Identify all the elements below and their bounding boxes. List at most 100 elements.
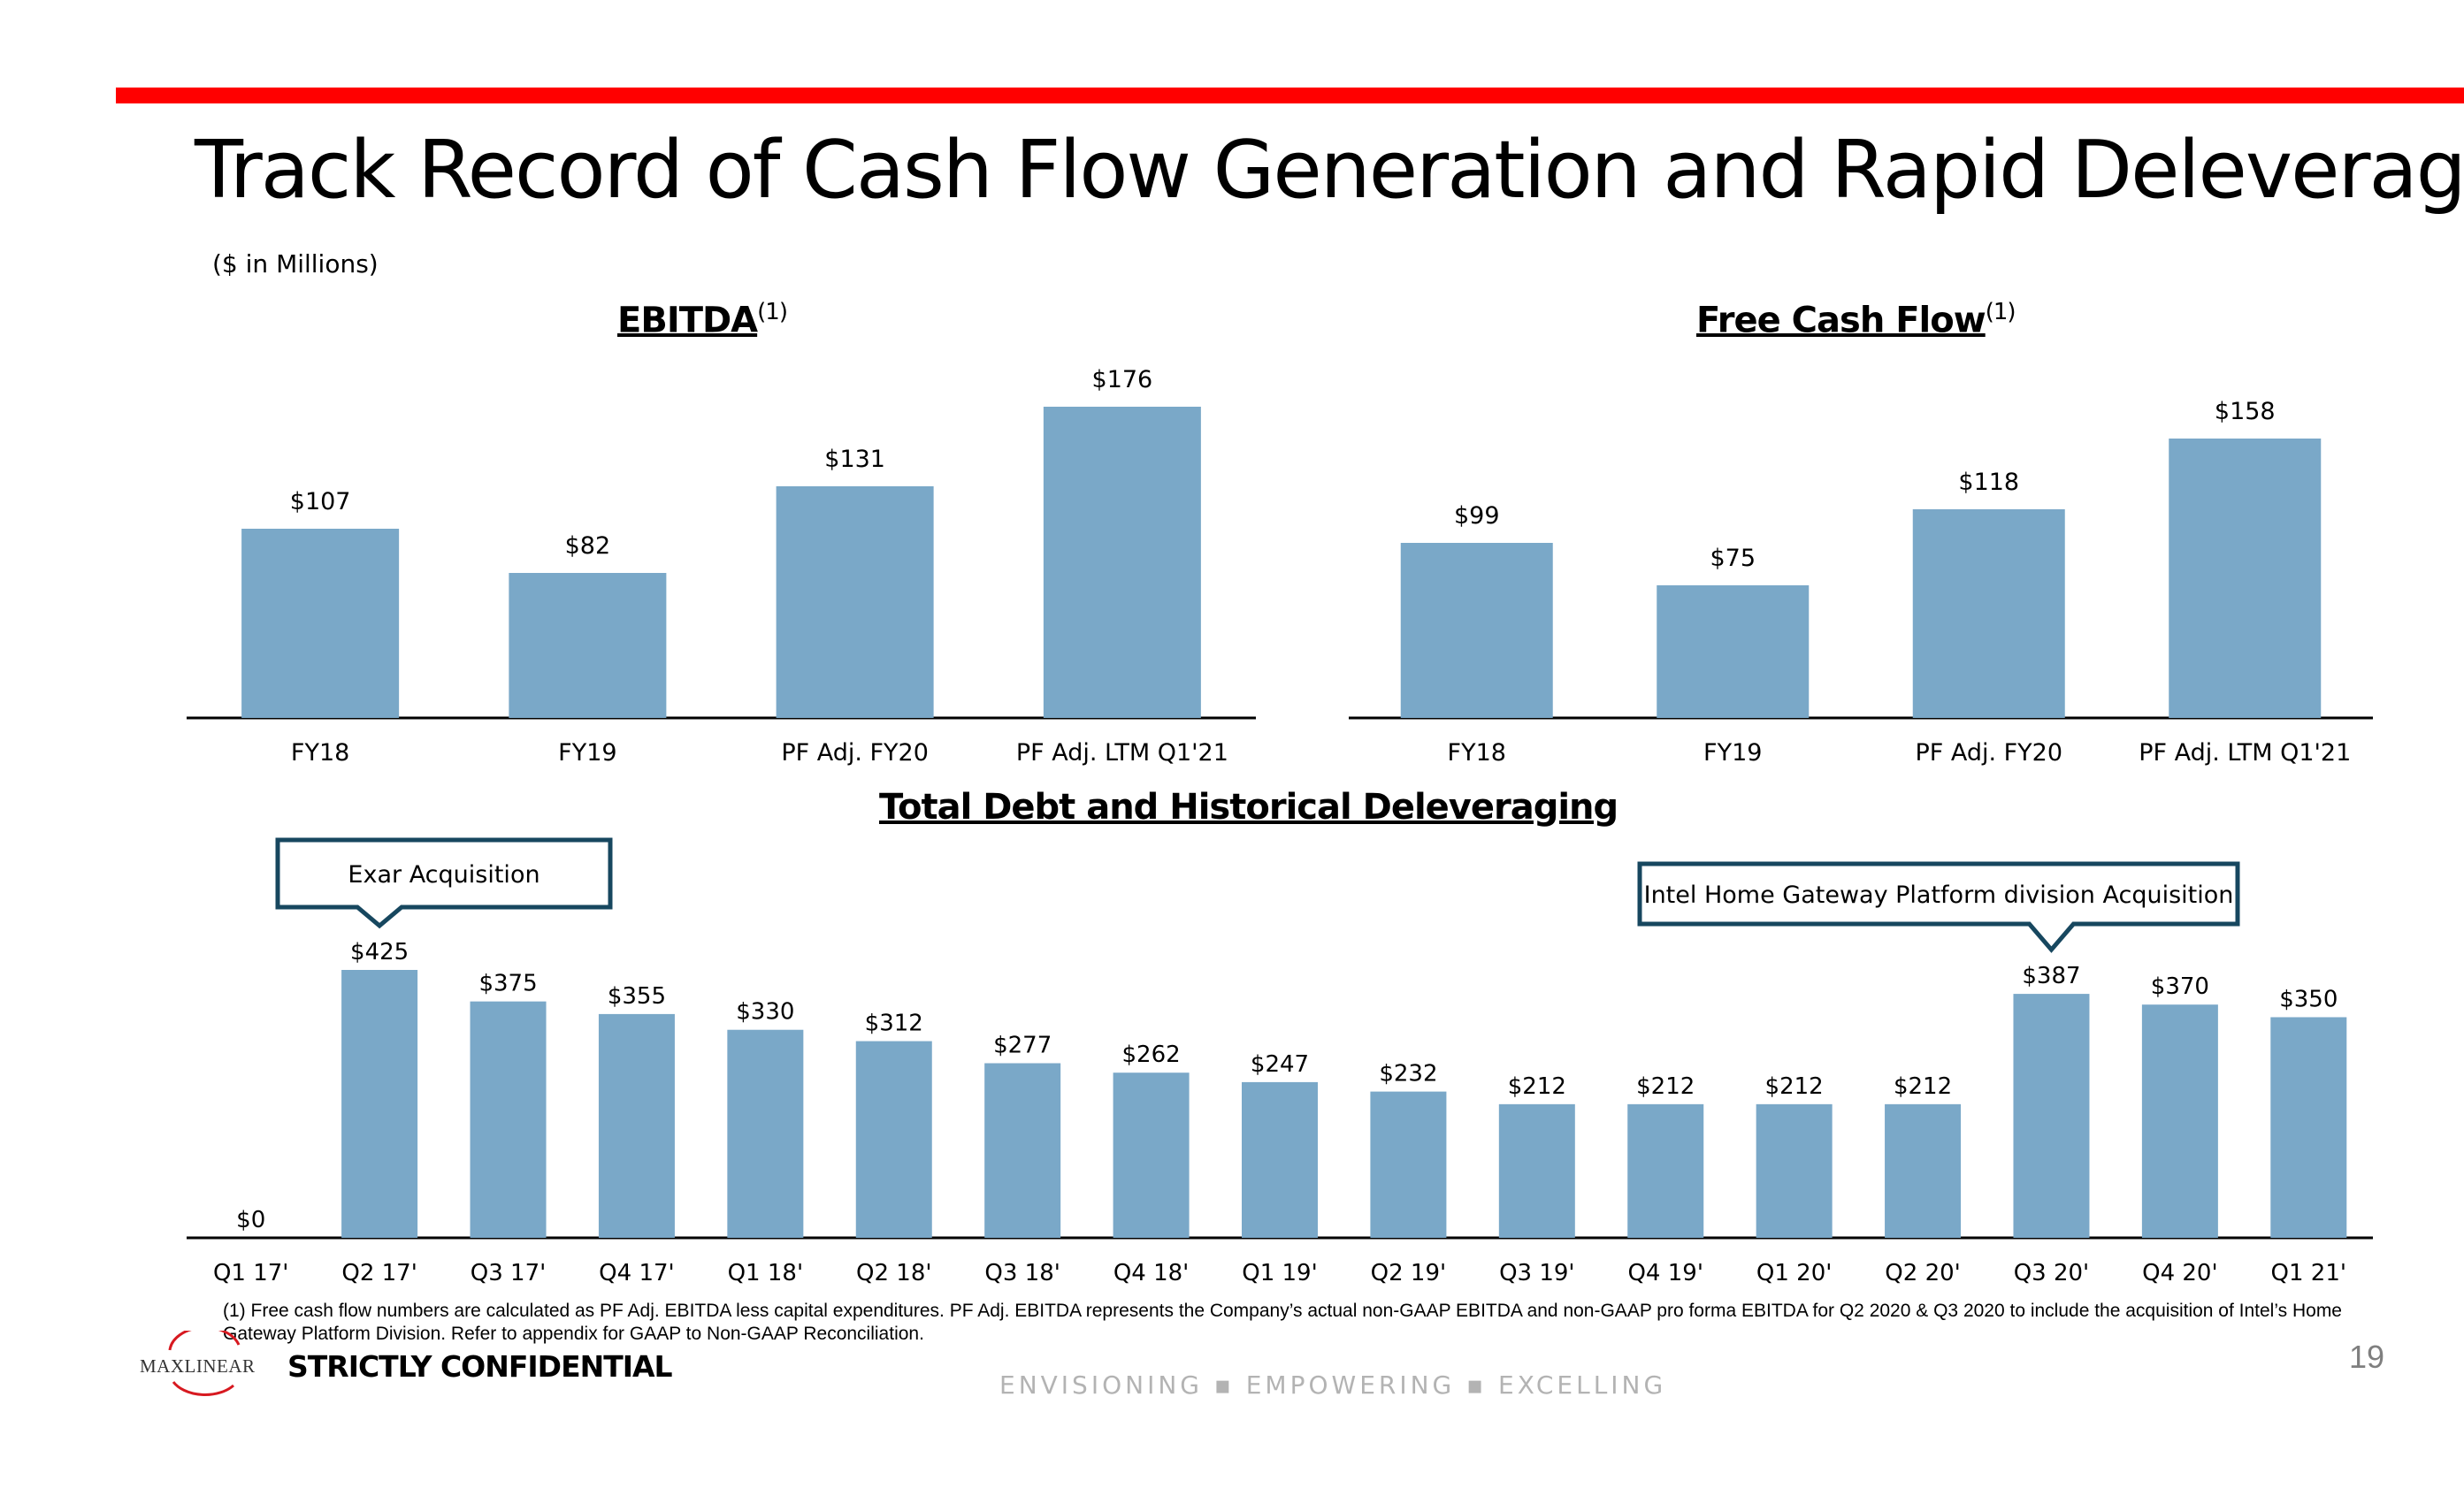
bar-pf-adj-fy20 [1912,509,2065,718]
data-label: $370 [2151,973,2209,1000]
x-tick-label: PF Adj. LTM Q1'21 [2139,739,2351,767]
x-tick-label: PF Adj. LTM Q1'21 [1016,739,1228,767]
bar-q3-18- [984,1063,1061,1238]
footnote: (1) Free cash flow numbers are calculate… [223,1301,2342,1344]
ebitda-title-note: (1) [757,299,788,325]
bar-q1-18- [727,1029,804,1238]
data-label: $355 [608,983,666,1010]
x-tick-label: Q1 19' [1242,1260,1318,1286]
x-tick-label: Q1 20' [1756,1260,1833,1286]
logo-arc-bottom [172,1381,234,1396]
bar-pf-adj-ltm-q1-21 [1043,407,1201,718]
x-tick-label: Q2 18' [856,1260,932,1286]
fcf-chart-title: Free Cash Flow(1) [1696,299,2016,340]
data-label: $425 [350,939,409,966]
data-label: $212 [1508,1073,1566,1100]
x-tick-label: Q3 18' [984,1260,1060,1286]
tagline: ENVISIONING ▪ EMPOWERING ▪ EXCELLING [999,1370,1667,1400]
data-label: $330 [736,999,794,1026]
debt-chart: $0 Q1 17' $425 Q2 17' $375 Q3 17' $355 Q4 17' $3… [187,837,2373,1286]
units-note: ($ in Millions) [212,249,379,279]
bar-q1-21- [2270,1017,2347,1238]
data-label: $131 [824,446,885,473]
x-tick-label: Q3 19' [1499,1260,1575,1286]
bar-q4-17- [598,1013,675,1238]
data-label: $247 [1251,1051,1309,1078]
bar-pf-adj-fy20 [776,486,934,718]
bar-q4-19- [1627,1103,1704,1238]
x-tick-label: Q3 17' [471,1260,547,1286]
data-label: $387 [2022,963,2080,989]
bar-q3-17- [470,1001,547,1238]
bar-q2-17- [341,970,418,1238]
maxlinear-logo: MAXLINEAR [140,1331,256,1396]
data-label: $99 [1454,502,1500,530]
data-label: $75 [1710,545,1756,572]
callout-text: Intel Home Gateway Platform division Acq… [1644,882,2234,909]
x-tick-label: PF Adj. FY20 [781,739,929,767]
debt-chart-title: Total Debt and Historical Deleveraging [879,787,1618,828]
bar-pf-adj-ltm-q1-21 [2169,439,2322,718]
callout-box [275,837,613,929]
data-label: $107 [290,488,351,515]
x-tick-label: Q2 19' [1371,1260,1447,1286]
confidential-label: STRICTLY CONFIDENTIAL [287,1349,673,1384]
data-label: $375 [478,971,537,997]
data-label: $312 [865,1011,923,1037]
data-label: $232 [1379,1061,1437,1088]
x-tick-label: Q4 19' [1627,1260,1703,1286]
data-label: $262 [1122,1042,1181,1068]
ebitda-chart: $107 FY18 $82 FY19 $131 PF Adj. FY20 $176 PF Ad… [187,366,1256,767]
x-tick-label: FY19 [558,739,616,767]
data-label: $176 [1092,366,1153,393]
x-tick-label: Q1 18' [728,1260,804,1286]
callout-box [1637,861,2240,953]
logo-text: MAXLINEAR [140,1355,256,1377]
data-label: $350 [2279,986,2338,1012]
data-label: $212 [1636,1073,1695,1100]
data-label: $212 [1765,1073,1824,1100]
x-tick-label: Q4 17' [599,1260,675,1286]
bar-fy18 [241,529,400,718]
bar-q3-19- [1498,1103,1575,1238]
data-label: $158 [2215,398,2276,425]
bar-q2-20- [1885,1103,1962,1238]
bar-fy18 [1400,543,1553,718]
page-number: 19 [2349,1339,2385,1375]
bar-q2-18- [855,1041,932,1238]
x-tick-label: FY18 [1448,739,1506,767]
bar-q4-20- [2141,1004,2218,1238]
header-red-bar [116,88,2464,103]
bar-q4-18- [1113,1072,1190,1238]
data-label: $277 [993,1033,1052,1059]
data-label: $212 [1894,1073,1952,1100]
x-tick-label: Q2 20' [1885,1260,1961,1286]
x-tick-label: FY18 [291,739,349,767]
x-tick-label: Q4 18' [1113,1260,1190,1286]
ebitda-title-text: EBITDA [617,300,758,341]
bar-q1-20- [1756,1103,1833,1238]
fcf-title-note: (1) [1985,299,2016,325]
logo-arc-top [168,1331,241,1351]
data-label: $82 [565,532,611,560]
x-tick-label: Q1 21' [2271,1260,2347,1286]
fcf-title-text: Free Cash Flow [1696,300,1986,341]
bar-fy19 [509,573,667,718]
ebitda-chart-title: EBITDA(1) [617,299,788,341]
callout-text: Exar Acquisition [348,861,539,889]
data-label: $0 [236,1207,265,1233]
x-tick-label: Q3 20' [2014,1260,2090,1286]
bar-q1-19- [1242,1081,1318,1238]
data-label: $118 [1958,469,2019,496]
page-title: Track Record of Cash Flow Generation and… [195,124,2464,217]
x-tick-label: Q1 17' [213,1260,289,1286]
x-tick-label: PF Adj. FY20 [1915,739,2062,767]
bar-fy19 [1657,585,1810,718]
x-tick-label: Q4 20' [2142,1260,2218,1286]
x-tick-label: Q2 17' [341,1260,417,1286]
bar-q2-19- [1370,1091,1447,1238]
x-tick-label: FY19 [1703,739,1762,767]
bar-q3-20- [2013,994,2090,1238]
fcf-chart: $99 FY18 $75 FY19 $118 PF Adj. FY20 $158 PF Adj… [1349,398,2373,767]
